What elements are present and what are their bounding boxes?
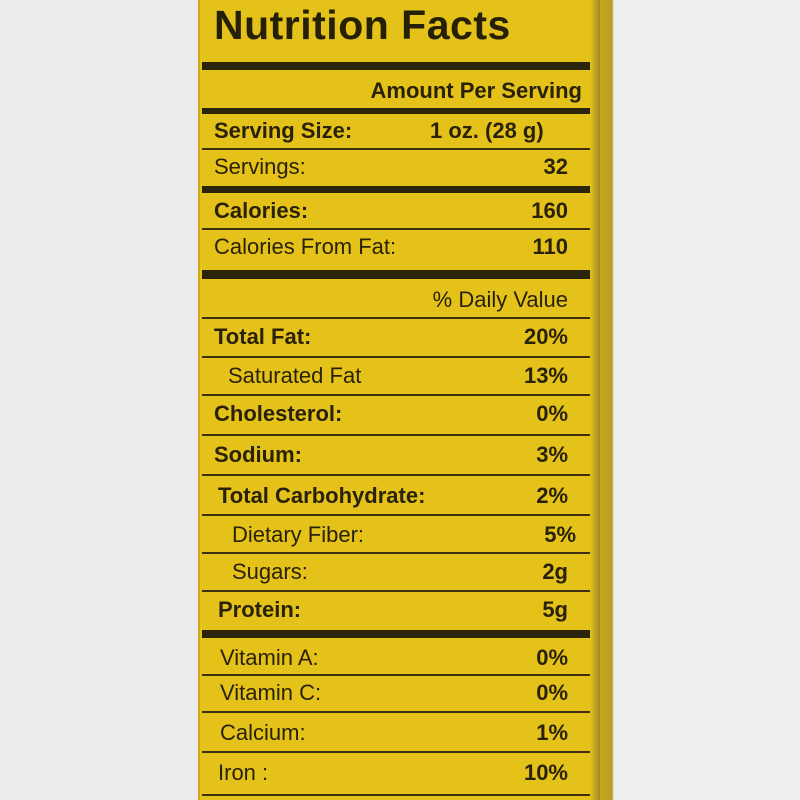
row-divider: [202, 514, 594, 516]
serving-divider: [202, 108, 594, 114]
nutrient-label: Sodium:: [214, 442, 302, 467]
nutrient-label: Sugars:: [232, 559, 308, 584]
serving-size-label: Serving Size:: [214, 118, 353, 143]
nutrient-label: Total Fat:: [214, 324, 312, 349]
vitamin-row: Vitamin C: 0%: [200, 676, 600, 710]
nutrient-value: 5g: [542, 597, 568, 622]
nutrient-value: 0%: [536, 401, 568, 426]
row-divider: [202, 711, 594, 713]
vitamin-label: Iron :: [218, 760, 269, 785]
amount-per-serving-row: Amount Per Serving: [200, 70, 600, 104]
row-divider: [202, 394, 594, 396]
nutrient-value: 3%: [536, 442, 568, 467]
nutrient-value: 2g: [542, 559, 568, 584]
amount-per-serving-heading: Amount Per Serving: [370, 78, 582, 103]
vitamin-label: Vitamin A:: [220, 645, 319, 670]
serving-size-value: 1 oz. (28 g): [430, 118, 544, 143]
calories-from-fat-label: Calories From Fat:: [214, 234, 397, 259]
nutrient-label: Saturated Fat: [228, 363, 362, 388]
serving-size-row: Serving Size: 1 oz. (28 g): [200, 114, 600, 148]
nutrient-row: Total Carbohydrate: 2%: [200, 479, 600, 513]
row-divider: [202, 751, 594, 753]
nutrient-row: Dietary Fiber: 5%: [200, 518, 600, 552]
nutrient-label: Cholesterol:: [214, 401, 343, 426]
servings-row: Servings: 32: [200, 150, 600, 184]
nutrient-label: Protein:: [218, 597, 302, 622]
nutrient-row: Sodium: 3%: [200, 438, 600, 472]
daily-value-heading: % Daily Value: [432, 287, 568, 312]
row-divider: [202, 590, 594, 592]
vitamin-value: 0%: [536, 680, 568, 705]
row-divider: [202, 356, 594, 358]
calories-from-fat-value: 110: [532, 234, 569, 259]
calories-row: Calories: 160: [200, 194, 600, 228]
servings-label: Servings:: [214, 154, 306, 179]
calories-from-fat-row: Calories From Fat: 110: [200, 230, 600, 264]
daily-value-divider: [202, 270, 594, 279]
nutrient-row: Total Fat: 20%: [200, 320, 600, 354]
nutrient-label: Total Carbohydrate:: [218, 483, 426, 508]
row-divider: [202, 228, 594, 230]
nutrient-value: 20%: [523, 324, 568, 349]
calories-value: 160: [531, 198, 568, 223]
top-thick-divider: [202, 62, 594, 70]
row-divider: [202, 474, 594, 476]
nutrition-label: Nutrition Facts Amount Per Serving Servi…: [200, 0, 600, 800]
vitamin-row: Iron : 10%: [200, 756, 600, 790]
nutrient-value: 5%: [544, 522, 576, 547]
calories-divider: [202, 186, 594, 193]
label-edge-shadow: [590, 0, 600, 800]
nutrient-row: Saturated Fat 13%: [200, 359, 600, 393]
row-divider: [202, 434, 594, 436]
nutrient-row: Sugars: 2g: [200, 555, 600, 589]
vitamin-value: 0%: [536, 645, 568, 670]
vitamins-divider: [202, 630, 594, 638]
vitamin-label: Calcium:: [220, 720, 306, 745]
nutrient-row: Protein: 5g: [200, 593, 600, 627]
row-divider: [202, 674, 594, 676]
vitamin-value: 1%: [536, 720, 568, 745]
label-title: Nutrition Facts: [214, 2, 511, 48]
daily-value-header-row: % Daily Value: [200, 279, 600, 313]
vitamin-row: Vitamin A: 0%: [200, 641, 600, 675]
vitamin-row: Calcium: 1%: [200, 716, 600, 750]
calories-label: Calories:: [214, 198, 309, 223]
vitamin-value: 10%: [523, 760, 568, 785]
row-divider: [202, 794, 594, 796]
nutrient-label: Dietary Fiber:: [232, 522, 365, 547]
row-divider: [202, 148, 594, 150]
row-divider: [202, 552, 594, 554]
vitamin-label: Vitamin C:: [220, 680, 322, 705]
row-divider: [202, 317, 594, 319]
nutrient-value: 13%: [523, 363, 568, 388]
nutrient-row: Cholesterol: 0%: [200, 397, 600, 431]
servings-value: 32: [543, 154, 568, 179]
nutrient-value: 2%: [536, 483, 568, 508]
